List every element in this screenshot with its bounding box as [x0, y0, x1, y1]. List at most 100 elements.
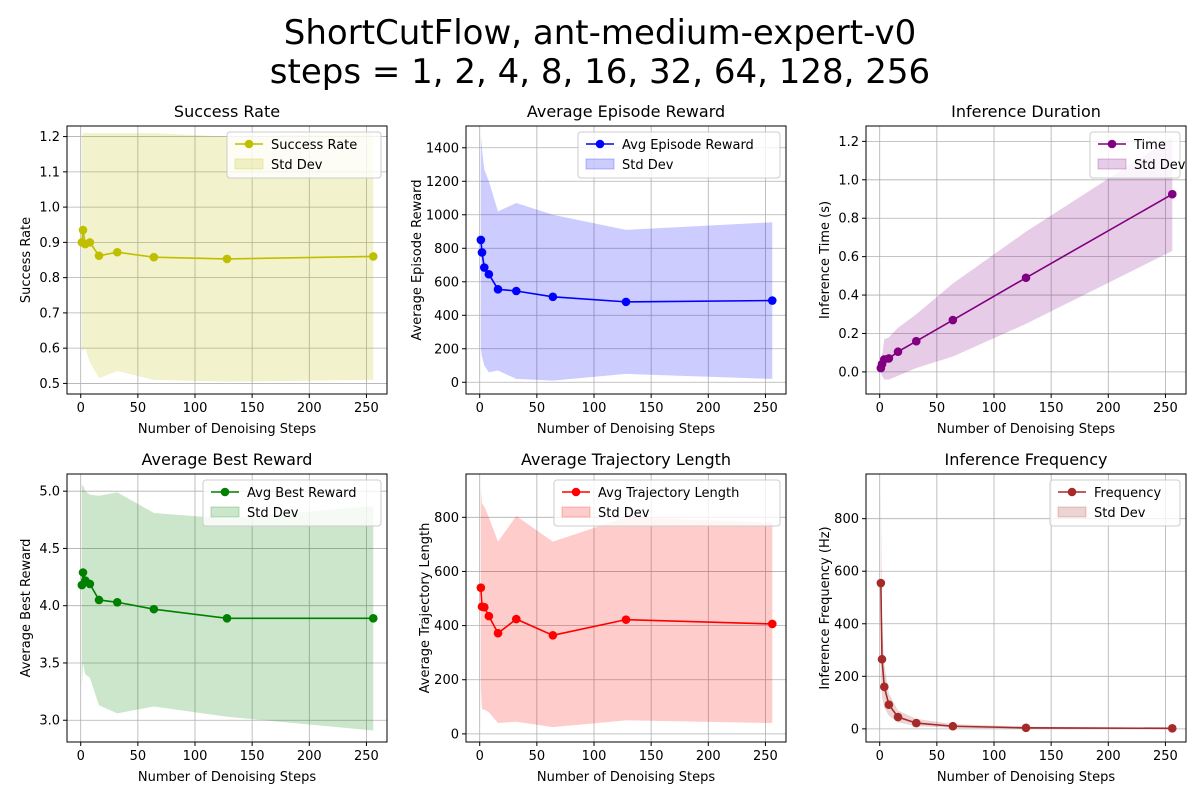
subplot-title: Inference Frequency — [945, 450, 1108, 469]
x-tick-label: 250 — [354, 401, 379, 416]
data-point — [493, 285, 503, 294]
subplot-title: Success Rate — [174, 102, 280, 121]
data-point — [911, 336, 921, 346]
x-axis-label: Number of Denoising Steps — [537, 770, 715, 785]
y-tick-label: 600 — [834, 565, 859, 580]
x-tick-label: 50 — [130, 401, 147, 416]
figure-title-line-2: steps = 1, 2, 4, 8, 16, 32, 64, 128, 256 — [270, 52, 930, 92]
y-tick-label: 600 — [434, 275, 459, 290]
subplot-2: 0 50 100 150 200 250 0 200 400 600 800 1000 1200 1400… — [410, 102, 787, 437]
y-tick-label: 1200 — [426, 175, 459, 190]
data-point — [85, 579, 95, 589]
axes-frame — [66, 473, 388, 743]
y-tick-label: 1.2 — [39, 130, 60, 145]
y-tick-label: 400 — [834, 617, 859, 632]
x-tick-label: 50 — [529, 749, 546, 764]
data-point — [78, 225, 88, 235]
data-point — [893, 347, 903, 357]
std-dev-band — [480, 134, 773, 381]
legend: Avg Best Reward Std Dev — [202, 479, 382, 527]
plot-area — [77, 133, 378, 382]
legend-band-swatch — [1057, 506, 1087, 518]
x-tick-label: 150 — [240, 401, 265, 416]
x-axis-label: Number of Denoising Steps — [138, 422, 316, 437]
legend: Frequency Std Dev — [1049, 479, 1181, 527]
y-tick-label: 3.5 — [39, 656, 60, 671]
data-point — [222, 614, 232, 623]
x-tick-label: 200 — [1096, 401, 1121, 416]
legend-band-swatch — [585, 158, 615, 170]
y-tick-label: 1.0 — [39, 201, 60, 216]
legend-marker-swatch — [220, 487, 230, 497]
y-tick-label: 1.1 — [39, 165, 60, 180]
x-tick-label: 50 — [929, 749, 946, 764]
y-tick-label: 4.0 — [39, 599, 60, 614]
data-point — [548, 631, 558, 640]
legend-box — [577, 131, 781, 179]
axes-frame — [865, 473, 1187, 743]
y-tick-label: 800 — [434, 511, 459, 526]
data-point — [884, 700, 894, 709]
x-tick-label: 100 — [582, 749, 607, 764]
data-point — [94, 595, 104, 605]
data-point — [877, 654, 887, 664]
plot-area — [876, 487, 1177, 733]
data-point — [876, 578, 886, 588]
legend-label-band: Std Dev — [271, 158, 323, 173]
data-point — [1021, 273, 1031, 283]
subplot-3: 0 50 100 150 200 250 0.0 0.2 0.4 0.6 0.8 1.0 1.2 Infe… — [818, 102, 1187, 437]
data-point — [94, 251, 104, 261]
legend-band-swatch — [234, 158, 264, 170]
x-tick-label: 200 — [1096, 749, 1121, 764]
x-tick-label: 250 — [753, 401, 778, 416]
legend: Success Rate Std Dev — [226, 131, 382, 179]
axes-frame — [66, 125, 388, 395]
plot-area — [476, 134, 777, 381]
plot-area — [77, 485, 378, 731]
x-tick-label: 50 — [929, 401, 946, 416]
data-point — [479, 602, 489, 612]
y-tick-label: 0.8 — [39, 271, 60, 286]
legend-marker-swatch — [595, 139, 605, 149]
data-point — [767, 296, 777, 305]
y-tick-label: 1400 — [426, 141, 459, 156]
x-tick-label: 250 — [753, 749, 778, 764]
data-point — [767, 619, 777, 629]
data-point — [484, 269, 494, 279]
y-tick-label: 200 — [434, 342, 459, 357]
data-point — [621, 297, 631, 307]
y-tick-label: 400 — [434, 309, 459, 324]
x-tick-label: 150 — [240, 749, 265, 764]
std-dev-band — [480, 487, 773, 728]
y-tick-label: 0.6 — [838, 250, 859, 265]
x-tick-label: 100 — [582, 401, 607, 416]
data-point — [484, 611, 494, 621]
y-tick-label: 0.5 — [39, 377, 60, 392]
legend-label-band: Std Dev — [247, 506, 299, 521]
legend-label-band: Std Dev — [1094, 506, 1146, 521]
axes-frame — [465, 125, 787, 395]
data-point — [879, 682, 889, 692]
x-tick-label: 150 — [639, 401, 664, 416]
x-tick-label: 250 — [354, 749, 379, 764]
x-tick-label: 0 — [77, 401, 85, 416]
legend-label-series: Avg Best Reward — [247, 486, 357, 501]
data-point — [78, 568, 88, 577]
y-tick-label: 0.7 — [39, 306, 60, 321]
x-tick-label: 150 — [1039, 401, 1064, 416]
subplot-grid: 0 50 100 150 200 250 0.5 0.6 0.7 0.8 0.9 1.0 1.1 1.2 S… — [19, 102, 1187, 785]
subplot-title: Average Trajectory Length — [521, 450, 731, 469]
data-point — [112, 597, 122, 607]
legend-marker-swatch — [1067, 487, 1077, 497]
x-tick-label: 100 — [183, 749, 208, 764]
legend-box — [202, 479, 382, 527]
data-point — [493, 628, 503, 638]
data-point — [948, 721, 958, 731]
x-tick-label: 150 — [639, 749, 664, 764]
data-point — [911, 718, 921, 728]
x-tick-label: 200 — [696, 749, 721, 764]
x-tick-label: 0 — [476, 401, 484, 416]
y-tick-label: 600 — [434, 565, 459, 580]
data-point — [476, 583, 486, 592]
